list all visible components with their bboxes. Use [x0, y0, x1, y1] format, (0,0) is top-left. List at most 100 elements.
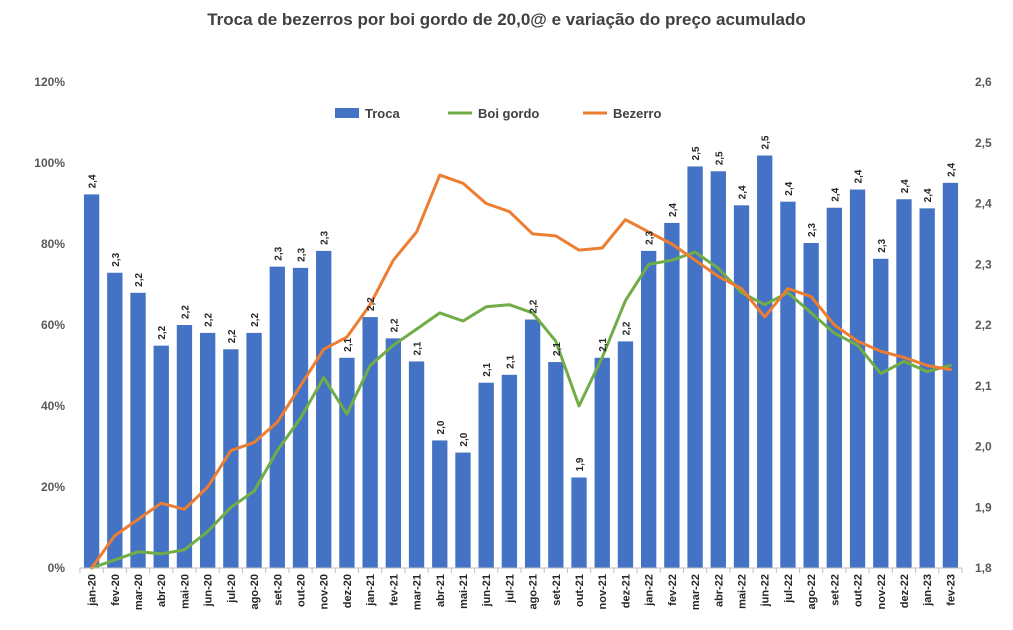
x-tick-label-jun-22: jun-22 [760, 574, 772, 607]
bar-out-22 [849, 189, 866, 568]
data-label-out-20: 2,3 [297, 248, 308, 262]
x-tick-label-abr-22: abr-22 [713, 574, 725, 607]
y-right-tick-label: 2,0 [975, 440, 992, 454]
line-bezerro [90, 173, 952, 570]
data-label-jul-21: 2,1 [505, 354, 516, 368]
x-tick-label-dez-21: dez-21 [620, 574, 632, 608]
data-label-jul-20: 2,2 [227, 329, 238, 343]
data-label-ago-20: 2,2 [250, 313, 261, 327]
labels-layer: 2,4 2,3 2,2 2,2 2,2 2,2 2,2 2,2 2,3 2,3 2,3 2,1 2,2 2… [88, 135, 958, 471]
bar-nov-21 [594, 357, 610, 568]
data-label-fev-21: 2,2 [389, 318, 400, 332]
bar-mar-20 [130, 292, 146, 568]
x-tick-label-nov-21: nov-21 [597, 574, 609, 609]
y-right-tick-label: 2,1 [975, 379, 992, 393]
bar-nov-20 [316, 250, 332, 568]
x-tick-label-jul-20: jul-20 [226, 574, 238, 604]
bar-jun-20 [199, 332, 216, 568]
legend-label-troca: Troca [365, 106, 400, 121]
x-tick-label-abr-21: abr-21 [435, 574, 447, 607]
data-label-abr-22: 2,5 [714, 151, 725, 165]
bar-abr-21 [432, 440, 448, 568]
x-tick-label-ago-21: ago-21 [528, 574, 540, 609]
y-left-tick-label: 80% [41, 237, 65, 251]
bar-ago-22 [803, 242, 819, 569]
bar-jul-22 [780, 201, 796, 569]
bar-fev-21 [385, 338, 402, 568]
y-right-tick-label: 2,4 [975, 197, 992, 211]
line-boi-gordo [90, 250, 952, 570]
data-label-out-21: 1,9 [575, 457, 586, 471]
y-left-tick-label: 40% [41, 399, 65, 413]
data-label-fev-23: 2,4 [946, 163, 957, 177]
y-right-tick-label: 2,5 [975, 136, 992, 150]
bar-set-22 [826, 207, 843, 568]
legend-swatch-troca [335, 108, 359, 118]
data-label-out-22: 2,4 [854, 169, 865, 183]
data-label-abr-20: 2,2 [157, 325, 168, 339]
bar-ago-20 [246, 332, 262, 568]
data-label-jan-20: 2,4 [88, 174, 99, 188]
x-tick-label-jun-21: jun-21 [481, 574, 493, 607]
legend-layer: Troca Boi gordo Bezerro [335, 106, 661, 121]
data-label-set-22: 2,4 [830, 187, 841, 201]
bar-set-20 [269, 266, 285, 568]
y-right-tick-label: 2,2 [975, 318, 992, 332]
legend-label-bezerro: Bezerro [613, 106, 661, 121]
bar-jun-21 [478, 382, 494, 568]
x-tick-label-mar-20: mar-20 [133, 574, 145, 610]
x-tick-label-jan-20: jan-20 [87, 574, 99, 607]
x-tick-label-jan-23: jan-23 [922, 574, 934, 607]
chart-title: Troca de bezerros por boi gordo de 20,0@… [207, 10, 806, 29]
x-tick-label-jul-22: jul-22 [783, 574, 795, 604]
y-left-tick-label: 20% [41, 480, 65, 494]
x-tick-label-fev-21: fev-21 [388, 574, 400, 606]
x-tick-label-dez-22: dez-22 [899, 574, 911, 608]
x-tick-label-fev-20: fev-20 [110, 574, 122, 606]
bar-fev-23 [942, 182, 959, 568]
x-tick-label-set-22: set-22 [829, 574, 841, 606]
y-left-tick-label: 60% [41, 318, 65, 332]
x-tick-label-fev-23: fev-23 [945, 574, 957, 606]
data-label-jan-22: 2,3 [645, 231, 656, 245]
lines-layer [90, 173, 952, 570]
bar-fev-20 [107, 272, 123, 568]
bar-jan-23 [919, 208, 935, 569]
x-tick-label-ago-22: ago-22 [806, 574, 818, 609]
data-label-jun-21: 2,1 [482, 362, 493, 376]
data-label-mar-20: 2,2 [134, 272, 145, 286]
data-label-mar-21: 2,1 [413, 341, 424, 355]
bar-abr-22 [710, 171, 726, 569]
y-left-tick-label: 100% [34, 156, 65, 170]
x-tick-label-abr-20: abr-20 [156, 574, 168, 607]
data-label-set-20: 2,3 [273, 246, 284, 260]
x-tick-label-out-21: out-21 [574, 574, 586, 607]
bar-jun-22 [757, 155, 773, 568]
data-label-abr-21: 2,0 [436, 420, 447, 434]
x-tick-label-mar-22: mar-22 [690, 574, 702, 610]
y-right-tick-label: 1,9 [975, 500, 992, 514]
bar-dez-20 [339, 357, 355, 568]
data-label-dez-21: 2,2 [621, 321, 632, 335]
data-label-mai-20: 2,2 [180, 305, 191, 319]
x-tick-label-mar-21: mar-21 [412, 574, 424, 610]
x-tick-label-set-21: set-21 [551, 574, 563, 606]
data-label-ago-22: 2,3 [807, 223, 818, 237]
y-right-tick-label: 2,3 [975, 257, 992, 271]
data-label-nov-21: 2,1 [598, 337, 609, 351]
bar-jan-21 [362, 317, 378, 568]
bar-mar-21 [408, 361, 425, 568]
bar-set-21 [548, 362, 564, 568]
x-tick-label-out-20: out-20 [296, 574, 308, 607]
x-tick-label-nov-20: nov-20 [319, 574, 331, 609]
bar-dez-22 [896, 199, 912, 568]
data-label-mai-22: 2,4 [738, 185, 749, 199]
x-tick-label-jan-21: jan-21 [365, 574, 377, 607]
bar-mai-22 [733, 205, 750, 568]
legend-label-boi-gordo: Boi gordo [478, 106, 539, 121]
data-label-jan-21: 2,2 [366, 297, 377, 311]
bar-mai-20 [176, 325, 193, 568]
data-label-nov-22: 2,3 [877, 238, 888, 252]
x-tick-label-fev-22: fev-22 [667, 574, 679, 606]
